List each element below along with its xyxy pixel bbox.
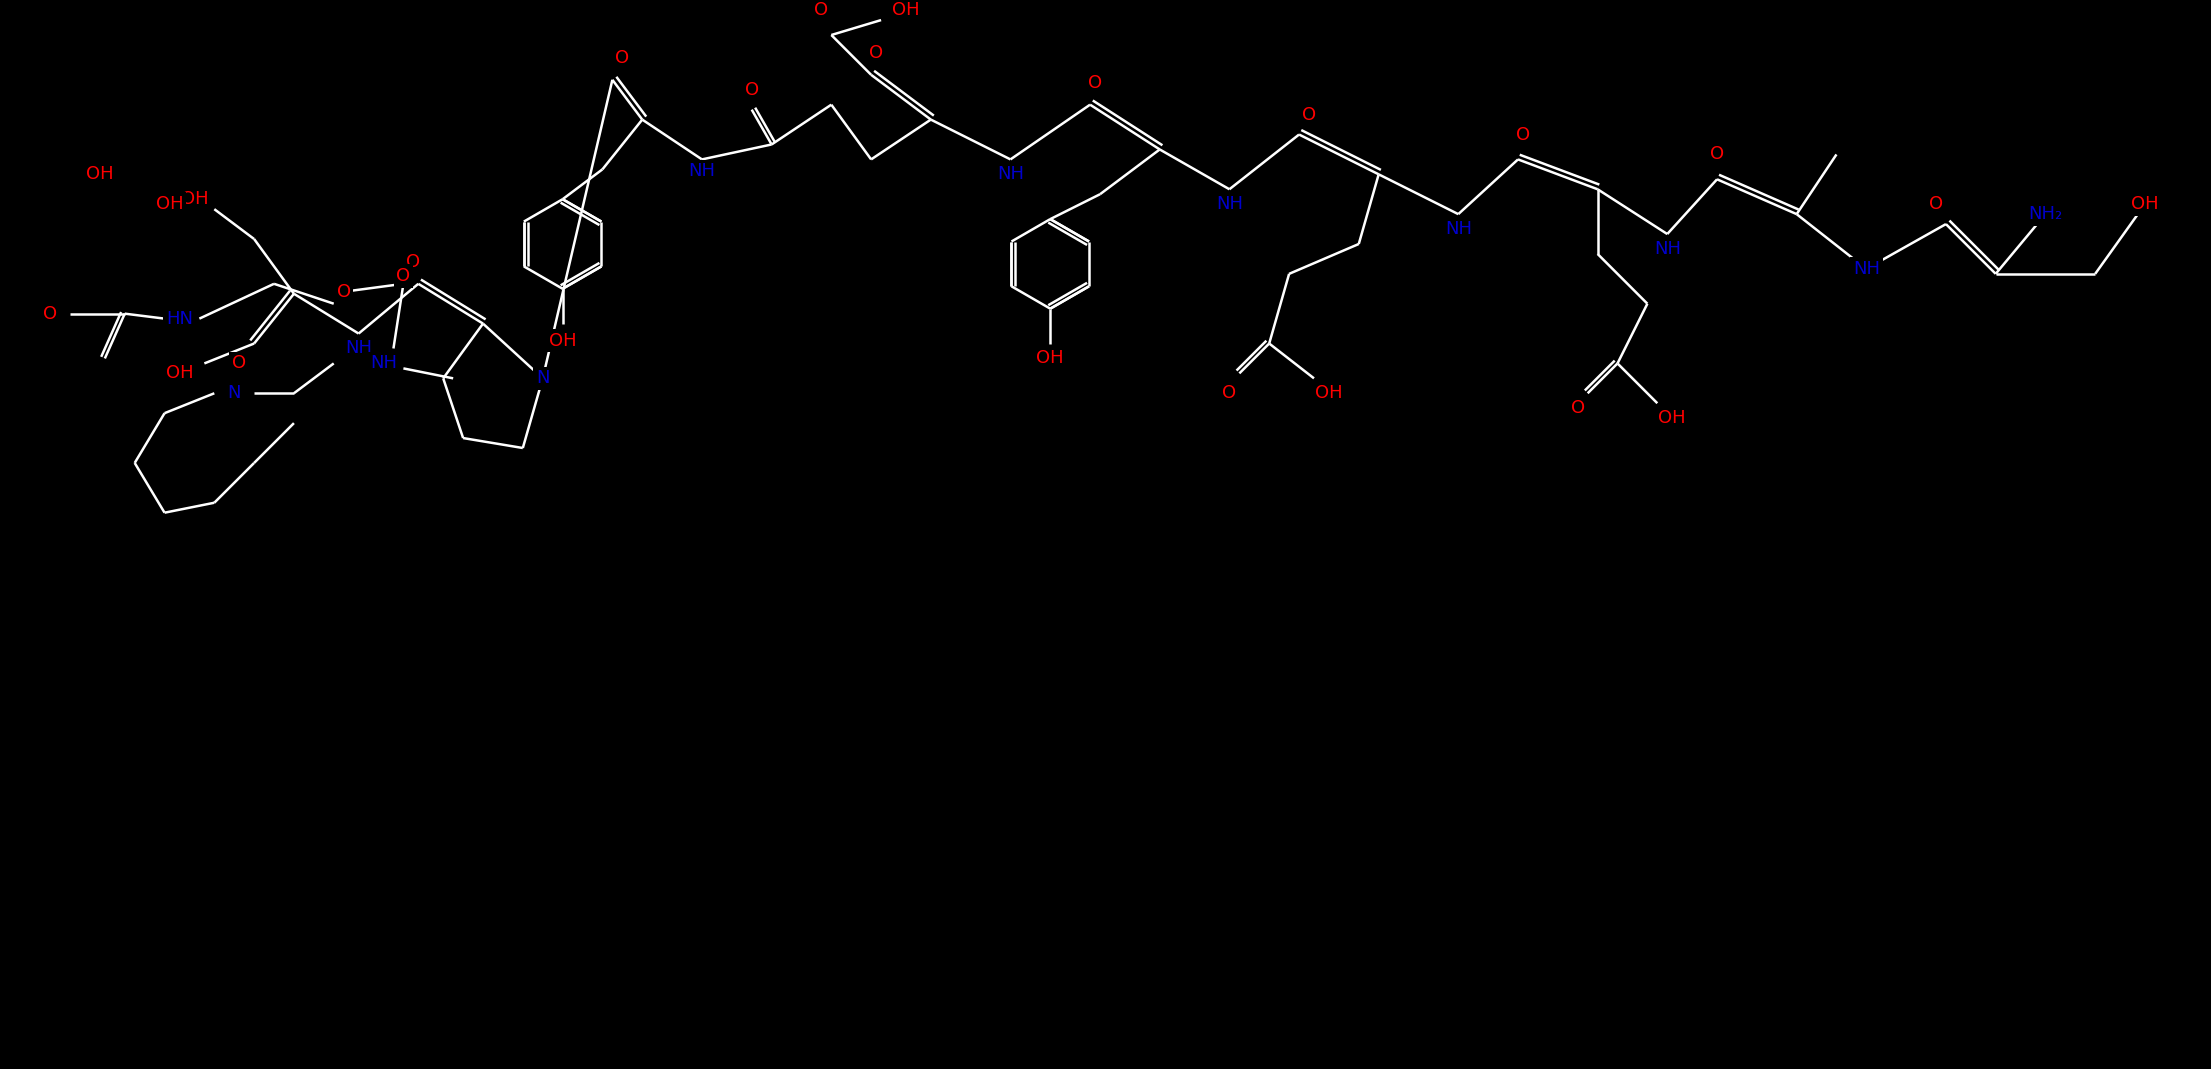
Text: O: O	[336, 283, 352, 300]
Text: NH: NH	[1654, 239, 1680, 258]
Text: NH: NH	[997, 166, 1024, 183]
Text: O: O	[1088, 74, 1101, 92]
Text: O: O	[42, 305, 57, 323]
Text: NH: NH	[1216, 196, 1243, 213]
Text: OH: OH	[155, 196, 184, 213]
Text: O: O	[869, 44, 882, 62]
Text: OH: OH	[1658, 409, 1687, 428]
Text: OH: OH	[166, 365, 192, 383]
Text: OH: OH	[548, 331, 577, 350]
Text: O: O	[1570, 399, 1585, 417]
Text: O: O	[1517, 125, 1530, 143]
Text: NH: NH	[369, 355, 398, 372]
Text: OH: OH	[1037, 350, 1063, 368]
Text: O: O	[1223, 384, 1236, 402]
Text: NH: NH	[345, 340, 371, 357]
Text: HN: HN	[166, 310, 192, 327]
Text: O: O	[745, 81, 758, 98]
Text: N: N	[535, 370, 551, 387]
Text: O: O	[232, 355, 245, 372]
Text: O: O	[407, 253, 420, 270]
Text: O: O	[814, 1, 829, 19]
Text: O: O	[1928, 196, 1943, 213]
Text: OH: OH	[181, 190, 208, 208]
Text: NH: NH	[1853, 260, 1879, 278]
Text: N: N	[228, 384, 241, 402]
Text: NH: NH	[688, 162, 716, 181]
Text: OH: OH	[1316, 384, 1342, 402]
Text: OH: OH	[86, 166, 113, 183]
Text: O: O	[396, 267, 411, 284]
Text: O: O	[615, 49, 630, 67]
Text: O: O	[1709, 145, 1725, 164]
Text: OH: OH	[893, 1, 920, 19]
Text: NH: NH	[1444, 220, 1473, 238]
Text: OH: OH	[2131, 196, 2158, 213]
Text: O: O	[1302, 106, 1316, 124]
Text: NH₂: NH₂	[2027, 205, 2063, 223]
